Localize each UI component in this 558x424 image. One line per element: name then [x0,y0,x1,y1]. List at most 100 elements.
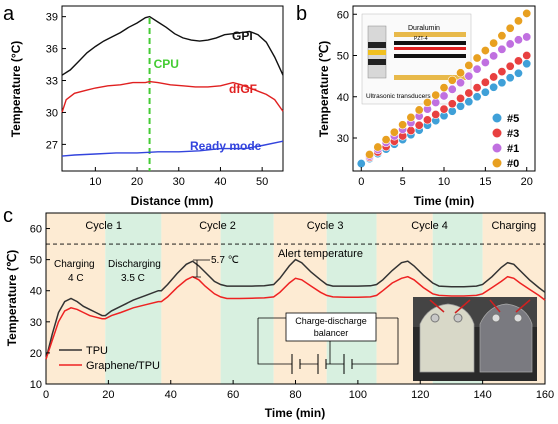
pzt-layer-icon [368,42,386,48]
panel-label-c: c [3,205,13,227]
point-3 [497,67,507,77]
chart-c-ytick-label: 40 [30,286,42,298]
chart-a-frame [61,5,284,172]
chart-c: Cycle 1 Cycle 2 Cycle 3 Cycle 4 Charging Ale… [5,212,554,420]
point-0 [389,127,399,137]
series-line-tpu [45,258,546,360]
point-0 [365,150,375,160]
series-label-ready-mode: Ready mode [190,139,262,153]
chart-c-ytick-label: 50 [30,255,42,267]
chart-a-ytick-label: 39 [46,12,58,24]
battery-cells-icon [291,354,353,374]
chart-a-xtick-label: 40 [214,176,226,188]
panel-label-a: a [3,3,15,25]
chart-a-xtick-label: 20 [131,176,143,188]
point-3 [464,88,474,98]
electrode-layer-icon [368,50,386,55]
battery-photo [413,297,537,381]
chart-b-ytick-label: 50 [337,51,349,63]
label-discharging: Discharging [108,259,161,270]
chart-c-ytick-label: 10 [30,379,42,391]
chart-c-ytick-label: 20 [30,348,42,360]
chart-b-xlabel: Time (min) [414,194,474,208]
region-charge [273,213,327,384]
point-5 [522,59,532,69]
duralumin-plate-icon-2 [394,75,466,80]
legend-marker-3 [492,128,502,138]
balancer-circuit: Charge-discharge balancer [257,312,399,374]
wire-icon [429,299,531,314]
chart-c-xtick-label: 120 [411,389,429,401]
balancer-label-2: balancer [314,328,349,338]
point-0 [472,53,482,63]
cycle-label-cycle-4: Cycle 4 [411,220,448,232]
chart-c-xtick-label: 60 [227,389,239,401]
chart-c-xtick-label: 140 [473,389,491,401]
point-0 [447,75,457,85]
series-line-graphene-tpu [45,275,546,360]
chart-c-ylabel: Temperature (℃) [5,250,19,347]
chart-a-xtick-label: 30 [173,176,185,188]
series-line-ready-mode [61,140,284,157]
point-5 [497,78,507,88]
chart-c-xtick-label: 80 [289,389,301,401]
series-line-dfgf [61,80,284,113]
terminal-icon [453,313,463,323]
cycle-label-cycle-1: Cycle 1 [85,220,122,232]
point-1 [456,78,466,88]
pzt-layer-icon-2 [368,59,386,65]
region-discharge [105,213,162,384]
inset-label-pzt: PZT-4 [414,36,428,42]
terminal-icon [513,313,523,323]
battery-pack-icon [419,303,475,373]
point-0 [513,16,523,26]
chart-b-xtick-label: 5 [400,176,406,188]
chart-c-legend: TPU Graphene/TPU [59,345,160,372]
chart-a-ylabel: Temperature (°C) [9,41,23,138]
chart-a-xtick-label: 50 [256,176,268,188]
chart-b-ytick-label: 30 [337,133,349,145]
point-5 [505,73,515,83]
inset-label-transducers: Ultrasonic transducers [366,93,431,100]
point-1 [505,39,515,49]
point-0 [489,38,499,48]
point-0 [414,105,424,115]
graphene-battery-pack-icon [479,303,533,373]
point-5 [356,159,366,169]
chart-c-ytick-label: 30 [30,317,42,329]
point-5 [472,92,482,102]
inset-label-duralumin: Duralumin [408,25,440,32]
point-3 [439,104,449,114]
chart-a: CPU GPI dfGF Ready mode 10 20 30 40 50 27 30 33 36 3… [9,5,284,208]
pzt-strip-icon [394,41,466,45]
chart-a-xtick-label: 10 [89,176,101,188]
point-5 [513,68,523,78]
point-0 [373,142,383,152]
point-0 [497,31,507,41]
legend-label-graphene-tpu: Graphene/TPU [86,360,160,372]
chart-b-xtick-label: 10 [438,176,450,188]
electrode-strip-icon [394,47,466,50]
legend-label-5: #5 [507,113,519,125]
legend-label-3: #3 [507,128,519,140]
point-0 [381,135,391,145]
chart-b-ylabel: Temperature (℃) [317,41,331,138]
point-5 [489,82,499,92]
point-1 [480,58,490,68]
cycle-label-charging: Charging [491,220,536,232]
point-1 [497,44,507,54]
point-1 [447,84,457,94]
point-3 [513,56,523,66]
series-label-dfgf: dfGF [229,82,257,96]
cycle-label-cycle-2: Cycle 2 [199,220,236,232]
point-3 [480,77,490,87]
point-5 [480,87,490,97]
legend-marker-5 [492,113,502,123]
chart-c-ytick-label: 60 [30,224,42,236]
point-1 [464,71,474,81]
point-3 [414,120,424,130]
point-0 [480,46,490,56]
point-0 [456,68,466,78]
panel-label-b: b [296,3,307,25]
